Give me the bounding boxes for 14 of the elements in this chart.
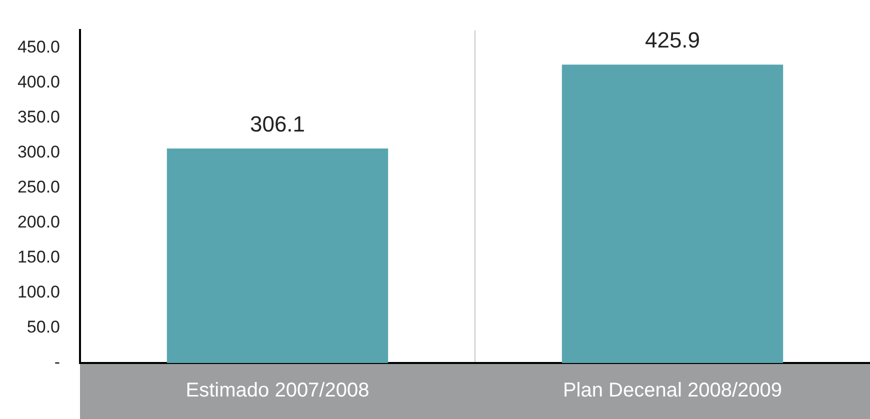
x-tick-label: Estimado 2007/2008 bbox=[186, 380, 370, 402]
y-tick-label: 100.0 bbox=[17, 282, 60, 302]
y-tick-label: 250.0 bbox=[17, 178, 60, 197]
data-label: 425.9 bbox=[644, 28, 700, 53]
y-tick-label: - bbox=[54, 352, 60, 372]
y-tick-label: 350.0 bbox=[17, 107, 60, 126]
y-tick-label: 400.0 bbox=[17, 72, 60, 92]
y-tick-label: 200.0 bbox=[17, 212, 60, 232]
y-tick-label: 450.0 bbox=[17, 37, 60, 56]
y-tick-label: 300.0 bbox=[17, 142, 60, 162]
data-label: 306.1 bbox=[250, 112, 306, 137]
x-tick-label: Plan Decenal 2008/2009 bbox=[562, 380, 782, 402]
y-tick-label: 150.0 bbox=[17, 248, 60, 267]
y-tick-label: 50.0 bbox=[26, 318, 60, 337]
